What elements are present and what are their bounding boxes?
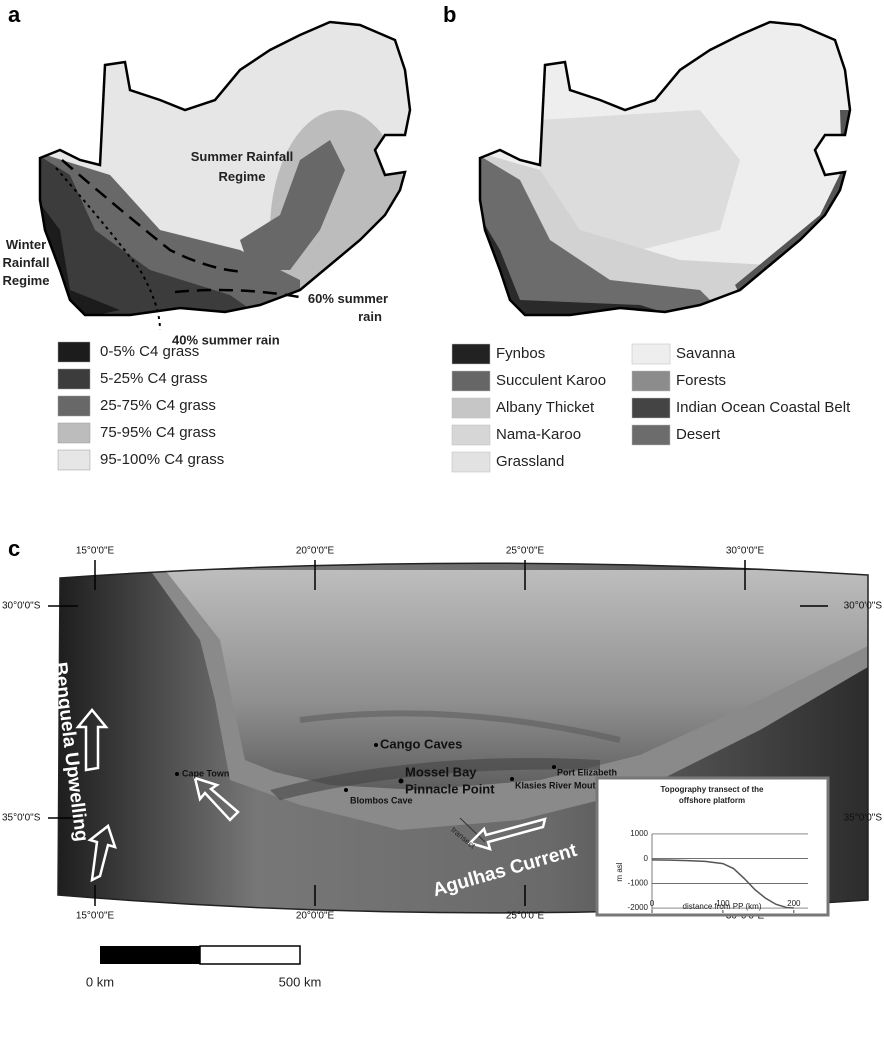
panel-label: b [443,2,456,27]
legend-swatch [632,425,670,445]
y-axis-label: m asl [615,862,624,881]
longitude-label: 20°0'0"E [296,911,335,922]
legend-label: Savanna [676,345,736,362]
legend-label: 25-75% C4 grass [100,397,216,414]
legend-swatch [58,342,90,362]
legend-label: Desert [676,426,721,443]
legend-swatch [58,423,90,443]
latitude-label: 30°0'0"S [2,601,41,612]
latitude-label: 35°0'0"S [2,813,41,824]
legend-label: 75-95% C4 grass [100,424,216,441]
legend-swatch [632,398,670,418]
place-label: Cango Caves [380,736,462,751]
longitude-label: 30°0'0"E [726,546,765,557]
legend-swatch [632,371,670,391]
legend-swatch [452,452,490,472]
legend-swatch [58,450,90,470]
y-tick-label: -1000 [628,878,649,887]
legend-label: Succulent Karoo [496,372,606,389]
place-label: Klasies River Mouth [515,780,601,790]
legend-label: Albany Thicket [496,399,595,416]
legend-swatch [452,344,490,364]
longitude-label: 15°0'0"E [76,911,115,922]
place-label: Blombos Cave [350,795,413,805]
legend-label: Fynbos [496,345,545,362]
latitude-label: 35°0'0"S [844,813,883,824]
y-tick-label: -2000 [628,903,649,912]
legend-swatch [58,369,90,389]
scale-label: 500 km [279,974,322,989]
map-b [470,22,852,330]
legend-swatch [58,396,90,416]
legend: Fynbos Succulent Karoo Albany Thicket Nama-… [452,344,851,472]
latitude-label: 30°0'0"S [844,601,883,612]
longitude-label: 25°0'0"E [506,546,545,557]
scale-label: 0 km [86,974,114,989]
longitude-label: 15°0'0"E [76,546,115,557]
x-tick-label: 200 [787,899,801,908]
legend-label: Forests [676,372,726,389]
longitude-label: 20°0'0"E [296,546,335,557]
place-label: Cape Town [182,768,229,778]
legend-swatch [452,425,490,445]
place-label: Pinnacle Point [405,781,495,796]
figure: a Summer RainfallRegime WinterRainfallRe… [0,0,884,1040]
legend-label: Grassland [496,453,564,470]
scale-bar [100,946,300,964]
panel-label: a [8,2,21,27]
legend-label: 95-100% C4 grass [100,451,224,468]
y-tick-label: 1000 [630,829,648,838]
y-tick-label: 0 [644,854,649,863]
legend: 0-5% C4 grass 5-25% C4 grass 25-75% C4 gra… [58,342,224,470]
legend-label: Nama-Karoo [496,426,581,443]
x-tick-label: 100 [716,899,730,908]
legend-swatch [452,371,490,391]
place-label: Mossel Bay [405,764,477,779]
place-label: Port Elizabeth [557,767,617,777]
legend-label: Indian Ocean Coastal Belt [676,399,851,416]
panel-label: c [8,536,20,561]
legend-swatch [452,398,490,418]
longitude-label: 25°0'0"E [506,911,545,922]
legend-label: 5-25% C4 grass [100,370,208,387]
legend-swatch [632,344,670,364]
legend-label: 0-5% C4 grass [100,343,199,360]
